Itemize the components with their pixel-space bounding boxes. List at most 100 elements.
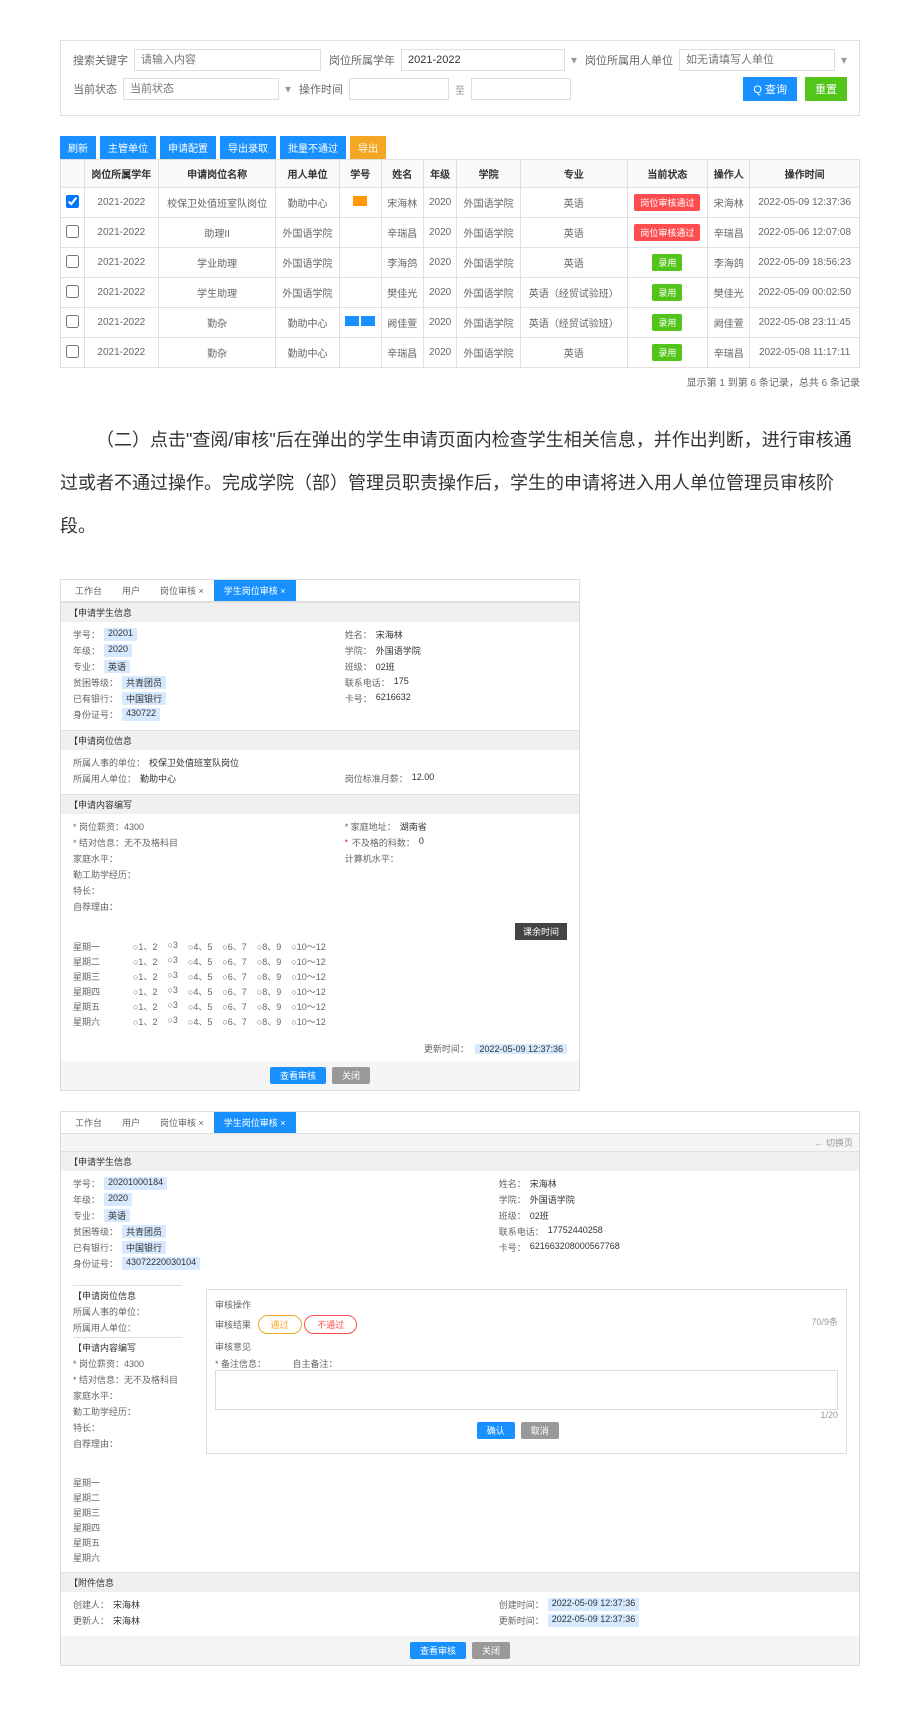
panel-tab[interactable]: 用户 (112, 1112, 150, 1133)
action-button[interactable]: 导出 (350, 136, 386, 159)
slot-option[interactable]: ○1、2 (133, 955, 157, 968)
slot-option[interactable]: ○3 (167, 970, 177, 983)
fail-label: 不及格的科数： (352, 836, 415, 849)
row-checkbox[interactable] (66, 345, 79, 358)
slot-option[interactable]: ○8、9 (257, 1015, 281, 1028)
name-cell: 辛瑞昌 (381, 338, 423, 368)
time-to-input[interactable] (471, 78, 571, 100)
status-select[interactable] (123, 78, 279, 100)
action-button[interactable]: 刷新 (60, 136, 96, 159)
fail-pill[interactable]: 不通过 (304, 1315, 357, 1334)
slot-option[interactable]: ○8、9 (257, 1000, 281, 1013)
p2-pager[interactable]: ← 切换页 (61, 1134, 859, 1151)
slot-option[interactable]: ○8、9 (257, 970, 281, 983)
status-cell: 录用 (627, 308, 708, 338)
slot-option[interactable]: ○4、5 (188, 940, 212, 953)
detail-label: 身份证号： (73, 1257, 118, 1270)
time-cell: 2022-05-06 12:07:08 (750, 218, 860, 248)
p2-employer-label: 所属用人单位： (73, 1321, 136, 1334)
slot-option[interactable]: ○1、2 (133, 940, 157, 953)
schedule-row: 星期三○1、2○3○4、5○6、7○8、9○10～12 (73, 970, 567, 983)
p2-close-button[interactable]: 关闭 (472, 1642, 510, 1659)
slot-option[interactable]: ○10～12 (291, 970, 325, 983)
slot-option[interactable]: ○4、5 (188, 970, 212, 983)
action-bar: 刷新主管单位申请配置导出录取批量不通过导出 (60, 136, 860, 159)
table-header: 学号 (339, 160, 381, 188)
slot-option[interactable]: ○6、7 (222, 970, 246, 983)
detail-label: 联系电话： (345, 676, 390, 689)
panel-tab[interactable]: 岗位审核 × (150, 580, 214, 601)
pass-pill[interactable]: 通过 (258, 1315, 302, 1334)
row-checkbox[interactable] (66, 255, 79, 268)
day-label: 星期二 (73, 955, 133, 968)
slot-option[interactable]: ○3 (167, 1000, 177, 1013)
slot-option[interactable]: ○4、5 (188, 1015, 212, 1028)
slot-option[interactable]: ○4、5 (188, 955, 212, 968)
panel-tab[interactable]: 工作台 (65, 1112, 112, 1133)
p2-review-button[interactable]: 查看审核 (410, 1642, 466, 1659)
slot-option[interactable]: ○1、2 (133, 1000, 157, 1013)
slot-option[interactable]: ○4、5 (188, 985, 212, 998)
slot-option[interactable]: ○1、2 (133, 970, 157, 983)
slot-option[interactable]: ○8、9 (257, 985, 281, 998)
creator-value: 宋海林 (113, 1598, 140, 1611)
slot-option[interactable]: ○8、9 (257, 940, 281, 953)
panel-tab[interactable]: 岗位审核 × (150, 1112, 214, 1133)
slot-option[interactable]: ○1、2 (133, 985, 157, 998)
slot-option[interactable]: ○10～12 (291, 1015, 325, 1028)
keyword-input[interactable] (134, 49, 321, 71)
slot-option[interactable]: ○3 (167, 940, 177, 953)
slot-option[interactable]: ○3 (167, 1015, 177, 1028)
detail-label: 年级： (73, 644, 100, 657)
slot-option[interactable]: ○10～12 (291, 940, 325, 953)
slot-option[interactable]: ○6、7 (222, 985, 246, 998)
slot-option[interactable]: ○4、5 (188, 1000, 212, 1013)
search-button[interactable]: Q 查询 (743, 77, 797, 101)
panel-tab[interactable]: 学生岗位审核 × (214, 1112, 296, 1133)
year-cell: 2021-2022 (84, 188, 158, 218)
p1-close-button[interactable]: 关闭 (332, 1067, 370, 1084)
table-header: 学院 (457, 160, 521, 188)
action-button[interactable]: 申请配置 (160, 136, 216, 159)
detail-value: 02班 (376, 660, 395, 673)
slot-option[interactable]: ○6、7 (222, 955, 246, 968)
cancel-button[interactable]: 取消 (521, 1422, 559, 1439)
detail-value: 20201000184 (104, 1177, 167, 1190)
detail-value: 2020 (104, 1193, 132, 1206)
slot-option[interactable]: ○6、7 (222, 1015, 246, 1028)
slot-option[interactable]: ○6、7 (222, 940, 246, 953)
confirm-button[interactable]: 确认 (477, 1422, 515, 1439)
action-button[interactable]: 批量不通过 (280, 136, 346, 159)
slot-option[interactable]: ○10～12 (291, 955, 325, 968)
slot-option[interactable]: ○6、7 (222, 1000, 246, 1013)
slot-option[interactable]: ○1、2 (133, 1015, 157, 1028)
detail-value: 共青团员 (122, 1225, 166, 1238)
panel-tab[interactable]: 学生岗位审核 × (214, 580, 296, 601)
reset-button[interactable]: 重置 (805, 77, 847, 101)
slot-option[interactable]: ○8、9 (257, 955, 281, 968)
row-checkbox[interactable] (66, 315, 79, 328)
employer-input[interactable] (679, 49, 835, 71)
slot-option[interactable]: ○3 (167, 955, 177, 968)
panel-tab[interactable]: 用户 (112, 580, 150, 601)
action-button[interactable]: 主管单位 (100, 136, 156, 159)
p1-review-button[interactable]: 查看审核 (270, 1067, 326, 1084)
detail-panel-1: 工作台用户岗位审核 ×学生岗位审核 × 【申请学生信息 学号：20201姓名：宋… (60, 579, 580, 1091)
row-checkbox[interactable] (66, 225, 79, 238)
panel-tab[interactable]: 工作台 (65, 580, 112, 601)
day-label: 星期五 (73, 1536, 133, 1549)
major-cell: 英语 (520, 338, 627, 368)
operator-cell: 李海鸽 (708, 248, 750, 278)
slot-option[interactable]: ○3 (167, 985, 177, 998)
detail-value: 英语 (104, 660, 130, 673)
action-button[interactable]: 导出录取 (220, 136, 276, 159)
college-cell: 外国语学院 (457, 308, 521, 338)
time-from-input[interactable] (349, 78, 449, 100)
row-checkbox[interactable] (66, 195, 79, 208)
detail-label: 姓名： (345, 628, 372, 641)
slot-option[interactable]: ○10～12 (291, 985, 325, 998)
opinion-textarea[interactable] (215, 1370, 838, 1410)
slot-option[interactable]: ○10～12 (291, 1000, 325, 1013)
row-checkbox[interactable] (66, 285, 79, 298)
year-select[interactable] (401, 49, 565, 71)
